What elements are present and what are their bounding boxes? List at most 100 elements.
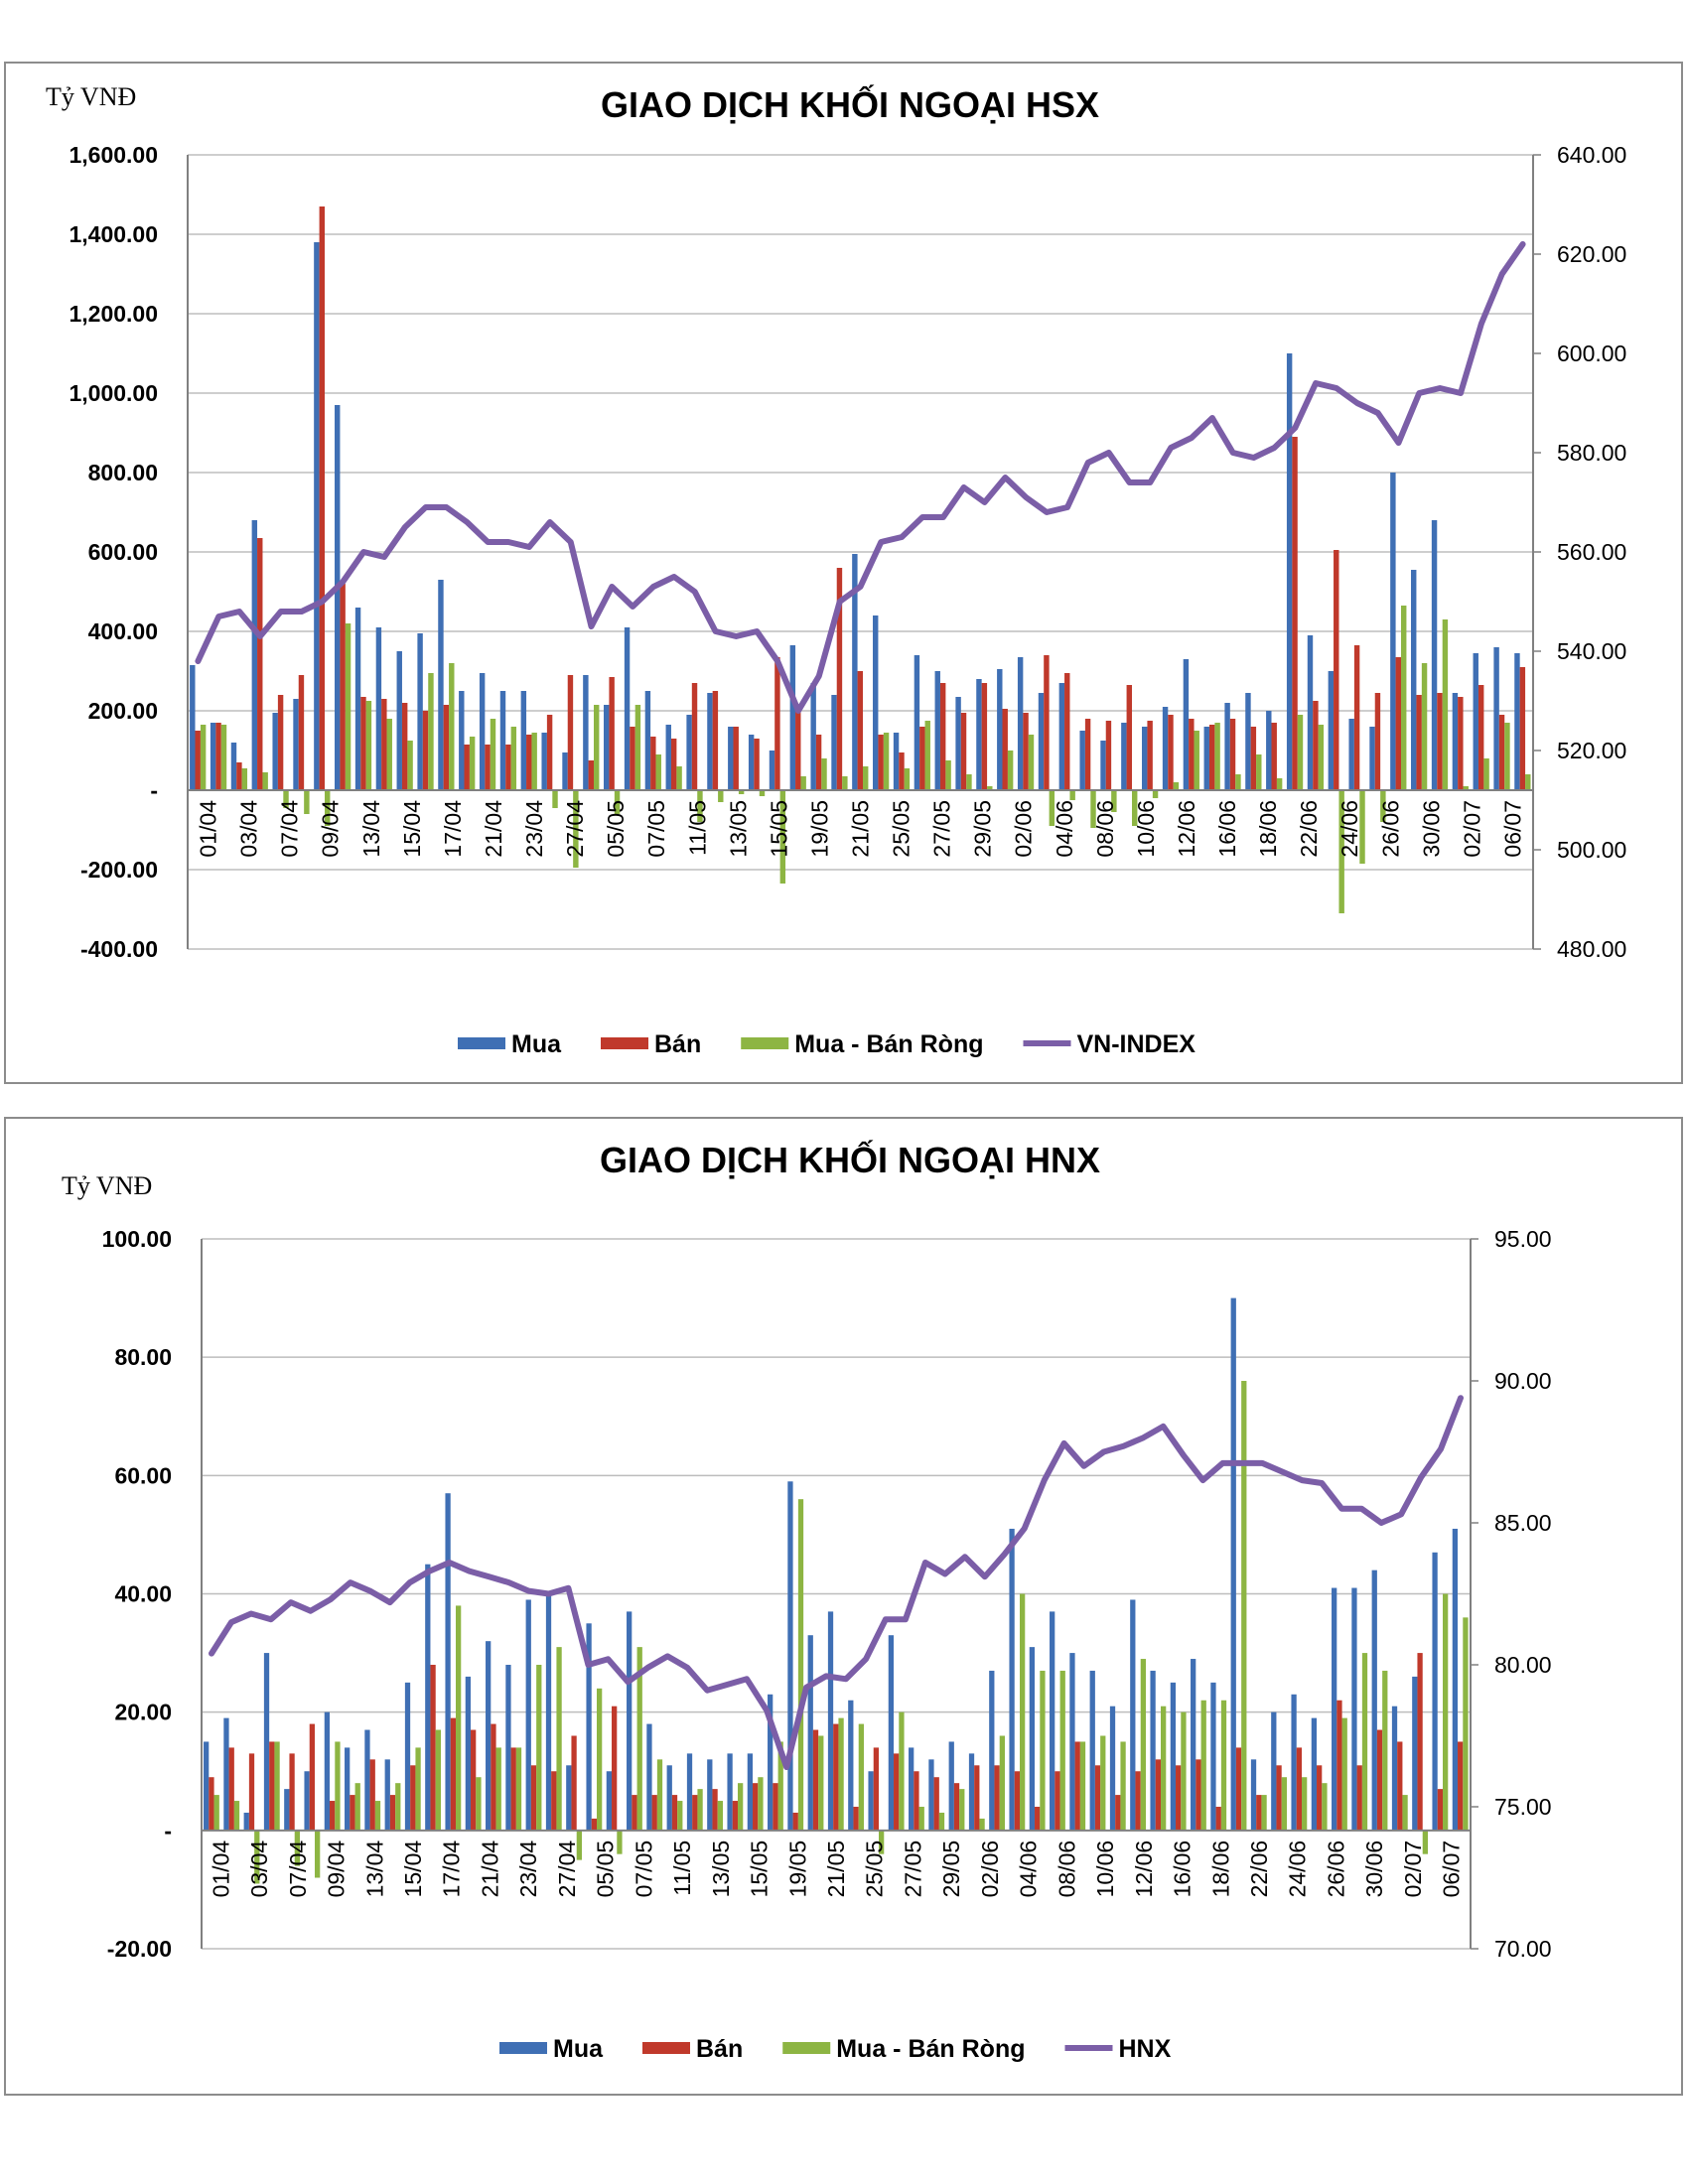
buy-bar <box>686 715 692 790</box>
net-bar <box>821 758 827 790</box>
x-tick-label: 06/07 <box>1439 1841 1465 1898</box>
legend-swatch <box>601 1037 648 1049</box>
y2-tick-label: 70.00 <box>1494 1936 1552 1962</box>
buy-bar <box>1493 647 1499 790</box>
x-tick-label: 16/06 <box>1170 1841 1196 1898</box>
sell-bar <box>464 745 470 790</box>
net-bar <box>800 776 806 790</box>
buy-bar <box>665 725 671 790</box>
x-tick-label: 27/05 <box>901 1841 926 1898</box>
buy-bar <box>968 1753 975 1831</box>
sell-bar <box>410 1765 416 1831</box>
net-bar <box>435 1729 441 1831</box>
buy-bar <box>354 608 361 790</box>
sell-bar <box>1168 715 1174 790</box>
buy-bar <box>1431 520 1438 790</box>
x-tick-label: 01/04 <box>208 1841 233 1898</box>
net-bar <box>254 1830 260 1884</box>
y2-tick-label: 75.00 <box>1494 1794 1552 1820</box>
y-tick-label: -200.00 <box>80 857 158 883</box>
buy-bar <box>541 733 547 790</box>
sell-bar <box>1334 550 1339 790</box>
net-bar <box>428 673 434 790</box>
net-bar <box>999 1735 1005 1831</box>
net-bar <box>1028 735 1035 790</box>
x-tick-label: 29/05 <box>970 800 996 858</box>
buy-bar <box>1162 707 1169 790</box>
legend-label: HNX <box>1119 2035 1172 2063</box>
sell-bar <box>248 1753 255 1831</box>
legend-item: Mua <box>499 2035 604 2063</box>
buy-bar <box>375 627 382 790</box>
x-tick-label: 27/05 <box>929 800 955 858</box>
net-bar <box>758 1777 764 1831</box>
sell-bar <box>1374 693 1381 790</box>
x-tick-label: 04/06 <box>1016 1841 1042 1898</box>
buy-bar <box>948 1741 954 1831</box>
buy-bar <box>263 1653 270 1831</box>
legend-item: Mua - Bán Ròng <box>782 2035 1026 2063</box>
x-tick-label: 06/07 <box>1500 800 1526 858</box>
net-bar <box>354 1783 360 1831</box>
y-axis-unit: Tỷ VNĐ <box>62 1171 152 1200</box>
y2-tick-label: 80.00 <box>1494 1652 1552 1678</box>
sell-bar <box>450 1717 457 1831</box>
buy-bar <box>707 1759 713 1831</box>
x-tick-label: 12/06 <box>1131 1841 1157 1898</box>
net-bar <box>536 1665 542 1831</box>
buy-bar <box>852 554 858 790</box>
buy-bar <box>586 1623 592 1831</box>
sell-bar <box>298 675 305 790</box>
sell-bar <box>1317 1765 1323 1831</box>
net-bar <box>1382 1670 1388 1831</box>
y-tick-label: 1,600.00 <box>69 142 158 168</box>
sell-bar <box>1105 721 1112 790</box>
buy-bar <box>1224 703 1230 790</box>
buy-bar <box>810 683 816 790</box>
x-tick-label: 08/06 <box>1054 1841 1079 1898</box>
net-bar <box>777 1741 783 1831</box>
net-bar <box>531 733 537 790</box>
x-tick-label: 26/06 <box>1377 800 1403 858</box>
sell-bar <box>567 675 574 790</box>
buy-bar <box>1058 683 1065 790</box>
sell-bar <box>491 1723 496 1831</box>
sell-bar <box>878 735 884 790</box>
net-bar <box>241 768 248 790</box>
buy-bar <box>1230 1297 1236 1831</box>
buy-bar <box>914 655 920 790</box>
net-bar <box>325 790 331 826</box>
net-bar <box>1152 790 1159 798</box>
buy-bar <box>1203 727 1209 790</box>
x-tick-label: 07/04 <box>277 800 303 858</box>
y-tick-label: 100.00 <box>102 1226 172 1252</box>
index-line <box>195 241 1526 714</box>
x-tick-label: 17/04 <box>439 1841 465 1898</box>
buy-bar <box>747 1753 754 1831</box>
sell-bar <box>422 711 429 790</box>
net-bar <box>945 760 951 790</box>
buy-bar <box>728 727 734 790</box>
buy-bar <box>1390 473 1396 790</box>
sell-bar <box>712 691 719 790</box>
net-bar <box>262 772 268 790</box>
buy-bar <box>545 1593 552 1831</box>
hsx-chart-panel: GIAO DỊCH KHỐI NGOẠI HSX Tỷ VNĐ 1,600.00… <box>4 62 1683 1084</box>
sell-bar <box>1519 667 1526 790</box>
net-bar <box>1214 723 1220 790</box>
sell-bar <box>651 1795 657 1831</box>
buy-bar <box>686 1753 693 1831</box>
buy-bar <box>1514 653 1520 790</box>
sell-bar <box>1256 1795 1262 1831</box>
sell-bar <box>471 1729 477 1831</box>
x-tick-label: 13/04 <box>358 800 384 858</box>
x-tick-label: 01/04 <box>196 800 221 858</box>
legend-label: Mua - Bán Ròng <box>794 1030 983 1058</box>
net-bar <box>718 790 724 802</box>
sell-bar <box>670 739 677 790</box>
y-tick-label: 600.00 <box>88 539 158 565</box>
net-bar <box>1297 715 1304 790</box>
x-tick-label: 18/06 <box>1207 1841 1233 1898</box>
net-bar <box>556 1647 562 1831</box>
y-tick-label: - <box>150 777 158 803</box>
